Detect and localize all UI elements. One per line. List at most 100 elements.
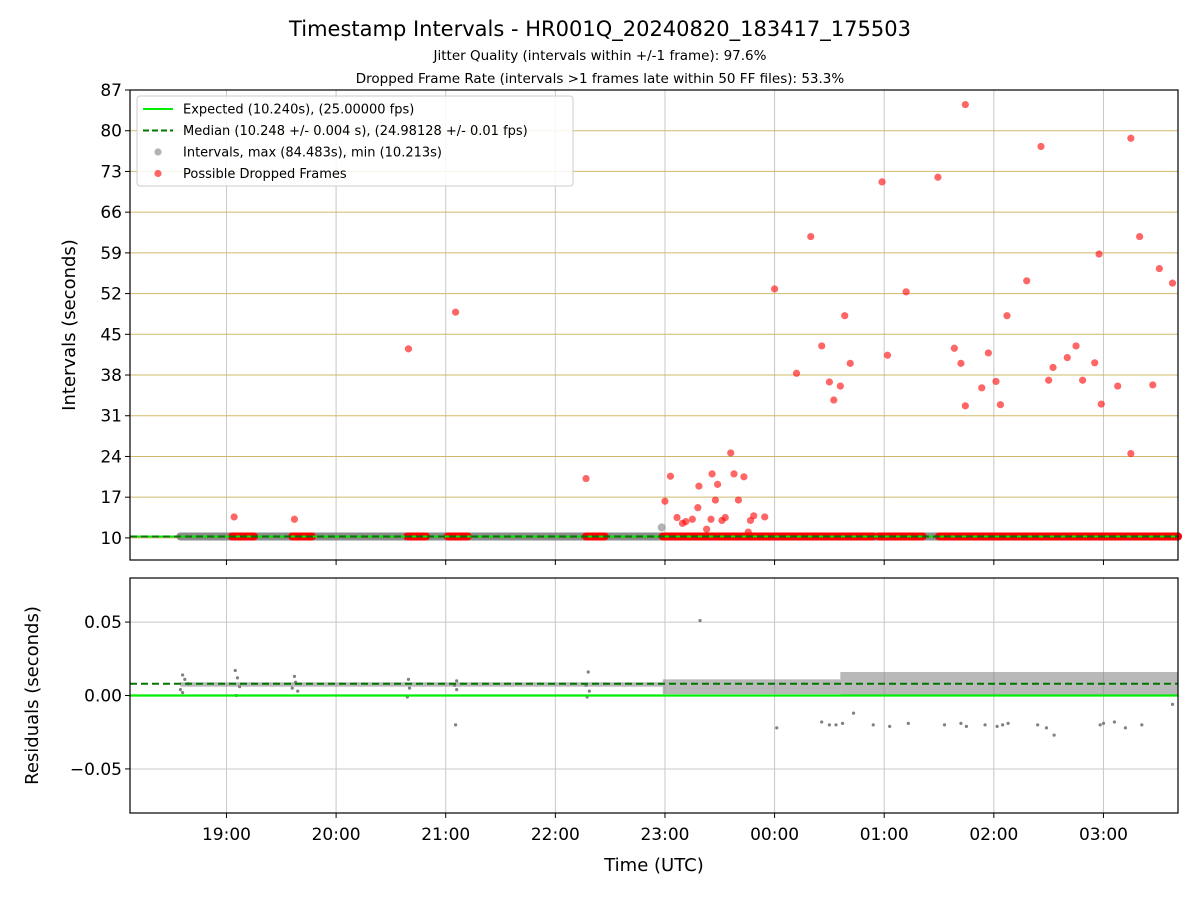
dropped-frame-point <box>957 359 965 367</box>
dropped-frame-point <box>883 351 892 359</box>
dropped-frame-point <box>666 472 675 480</box>
dropped-frame-point <box>792 369 801 377</box>
dropped-frame-point <box>703 525 711 533</box>
dropped-frame-point <box>836 382 844 390</box>
residual-point <box>834 723 838 727</box>
residual-point <box>1112 720 1117 724</box>
residual-point <box>871 723 875 727</box>
residual-point <box>1001 723 1005 727</box>
y-tick-label: 73 <box>100 162 122 182</box>
dropped-frame-point <box>744 528 752 536</box>
residual-point <box>1036 723 1040 727</box>
dropped-frame-point <box>711 496 719 504</box>
dropped-frame-point <box>961 100 969 109</box>
residual-point <box>983 723 987 727</box>
residual-point <box>1052 733 1056 737</box>
dropped-frame-point <box>740 473 748 481</box>
dropped-frame-point <box>902 288 910 296</box>
dropped-frame-point <box>750 512 758 520</box>
dropped-frame-point <box>1097 400 1105 408</box>
intervals-plot-frame <box>129 89 1179 561</box>
y-tick-label: 0.05 <box>84 613 122 633</box>
dropped-frame-point <box>761 513 769 521</box>
dropped-frame-point <box>1127 134 1135 142</box>
residual-point <box>238 685 242 689</box>
residual-point <box>888 724 892 728</box>
dropped-frame-point <box>825 378 833 386</box>
y-tick-label: 0.00 <box>84 687 122 707</box>
residual-point <box>851 711 856 715</box>
residual-point <box>296 689 300 693</box>
residual-point <box>820 720 824 724</box>
intervals-panel: 10 17 24 31 38 45 52 59 66 73 80 87 Intervals (secon… <box>59 81 1182 565</box>
residual-point <box>455 688 459 692</box>
residual-point <box>964 724 969 728</box>
dropped-frame-point <box>1003 312 1011 320</box>
dropped-frame-point <box>950 344 958 352</box>
x-tick-label: 22:00 <box>531 825 580 845</box>
legend: Expected (10.240s), (25.00000 fps) Median… <box>136 95 574 187</box>
dropped-frame-point <box>1063 353 1071 362</box>
dropped-frame-point <box>1049 363 1057 372</box>
residuals-band-mid <box>662 679 841 695</box>
dropped-frame-point <box>996 401 1005 409</box>
dropped-frame-point <box>1168 279 1177 287</box>
residual-point <box>1098 723 1102 727</box>
residuals-panel: 0.05 0.00 −0.05 19:00 20:00 21:00 22:00 23:00 00… <box>22 577 1179 845</box>
dropped-frame-point <box>451 308 460 316</box>
dropped-frame-point <box>818 342 826 350</box>
residual-point <box>586 670 590 674</box>
residual-point <box>233 668 237 673</box>
x-tick-label: 03:00 <box>1079 825 1128 845</box>
x-tick-label: 00:00 <box>750 825 799 845</box>
dropped-frame-point <box>1037 142 1045 151</box>
dropped-frame-point <box>878 178 886 186</box>
intervals-y-axis-label: Intervals (seconds) <box>59 239 80 411</box>
x-tick-label: 21:00 <box>421 825 470 845</box>
dropped-frame-point <box>682 518 690 526</box>
dropped-frame-point <box>673 513 681 522</box>
y-tick-label: −0.05 <box>70 760 122 780</box>
y-tick-label: 80 <box>100 122 122 142</box>
dropped-frame-point <box>1114 382 1122 390</box>
dropped-frame-rate-subtitle: Dropped Frame Rate (intervals >1 frames … <box>356 71 845 87</box>
dropped-frame-point <box>830 396 838 404</box>
residual-point <box>1006 721 1010 726</box>
y-tick-label: 59 <box>100 244 122 264</box>
residual-point <box>1170 702 1175 706</box>
residual-point <box>290 686 294 690</box>
y-tick-label: 38 <box>100 366 122 386</box>
dropped-frame-point <box>230 513 238 521</box>
dropped-frame-point <box>404 345 413 353</box>
residual-point <box>453 723 458 727</box>
residual-point <box>1123 726 1127 730</box>
dropped-frame-point <box>695 482 703 490</box>
y-tick-label: 24 <box>100 447 122 467</box>
residual-point <box>775 726 779 730</box>
residual-point <box>1140 723 1144 727</box>
residual-point <box>181 690 185 695</box>
x-tick-label: 01:00 <box>860 825 909 845</box>
residual-point <box>292 674 297 679</box>
x-tick-label: 23:00 <box>640 825 689 845</box>
y-tick-label: 66 <box>100 203 122 223</box>
y-tick-label: 17 <box>100 488 122 508</box>
dropped-frame-point <box>290 515 299 523</box>
y-tick-label: 87 <box>100 81 122 101</box>
jitter-quality-subtitle: Jitter Quality (intervals within +/-1 fr… <box>433 48 767 64</box>
dropped-frame-point <box>934 173 942 181</box>
dropped-frame-point <box>713 480 722 488</box>
dropped-frame-point <box>727 449 735 457</box>
residual-point <box>183 677 187 681</box>
residual-point <box>181 673 185 677</box>
x-tick-label: 20:00 <box>312 825 361 845</box>
dropped-frame-point <box>694 504 702 512</box>
dropped-frame-point <box>734 496 743 504</box>
dropped-frame-point <box>707 515 715 523</box>
y-tick-label: 10 <box>100 529 122 549</box>
dropped-frame-point <box>1072 342 1080 350</box>
x-tick-label: 19:00 <box>202 825 251 845</box>
dropped-frame-point <box>1155 264 1163 273</box>
dropped-frame-point <box>1095 250 1103 258</box>
dropped-frame-point <box>1127 449 1135 458</box>
